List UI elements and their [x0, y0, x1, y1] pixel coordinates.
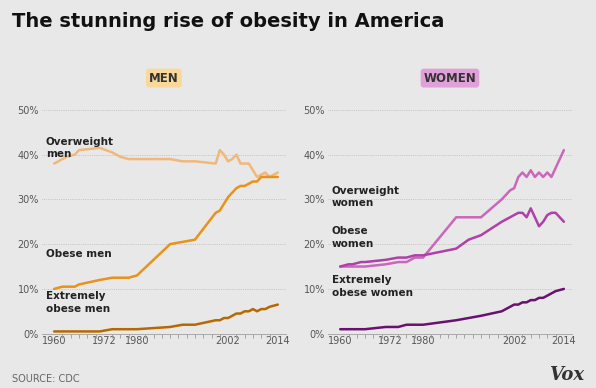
Text: Overweight
men: Overweight men [46, 137, 114, 159]
Text: Extremely
obese men: Extremely obese men [46, 291, 110, 314]
Text: MEN: MEN [149, 71, 179, 85]
Text: The stunning rise of obesity in America: The stunning rise of obesity in America [12, 12, 444, 31]
Text: Extremely
obese women: Extremely obese women [332, 275, 413, 298]
Text: Overweight
women: Overweight women [332, 186, 400, 208]
Text: Obese men: Obese men [46, 249, 111, 259]
Text: SOURCE: CDC: SOURCE: CDC [12, 374, 79, 384]
Text: WOMEN: WOMEN [424, 71, 476, 85]
Text: Obese
women: Obese women [332, 226, 374, 249]
Text: Vox: Vox [549, 366, 584, 384]
